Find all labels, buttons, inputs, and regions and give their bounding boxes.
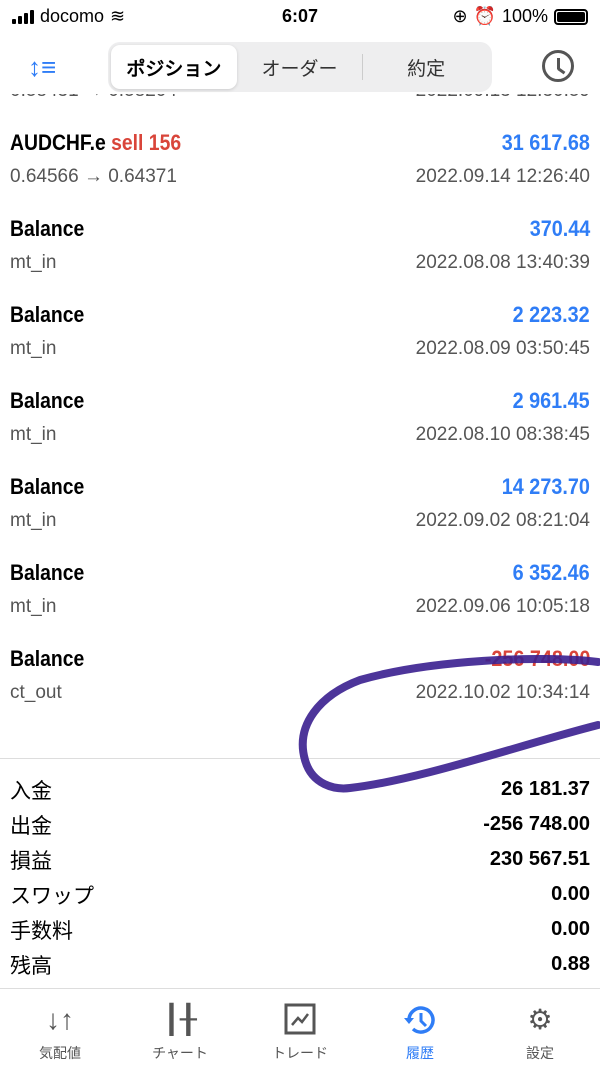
tab-chart[interactable]: ┃╂ チャート xyxy=(152,1004,208,1061)
history-icon xyxy=(403,1003,437,1037)
price-range: 0.64566 → 0.64371 xyxy=(10,166,177,187)
comment: mt_in xyxy=(10,424,57,445)
list-item[interactable]: Balance 14 273.70 mt_in 2022.09.02 08:21… xyxy=(0,472,600,558)
tab-positions[interactable]: ポジション xyxy=(111,45,237,89)
date: 2022.09.02 08:21:04 xyxy=(415,510,590,531)
symbol: AUDCHF.e sell 156 xyxy=(10,130,182,155)
comment: mt_in xyxy=(10,596,57,617)
alarm-icon: ⏰ xyxy=(473,6,496,26)
period-clock-icon[interactable] xyxy=(542,50,574,82)
symbol: Balance xyxy=(10,216,85,241)
price-range: 0.58431 → 0.58204 xyxy=(10,94,177,102)
list-item[interactable]: Balance 6 352.46 mt_in 2022.09.06 10:05:… xyxy=(0,558,600,644)
amount: 31 617.68 xyxy=(501,130,590,155)
clock-time: 6:07 xyxy=(281,6,319,26)
battery-icon xyxy=(554,8,588,25)
list-item[interactable]: Balance 370.44 mt_in 2022.08.08 13:40:39 xyxy=(0,214,600,300)
amount: 14 273.70 xyxy=(501,474,590,499)
date: 2022.10.02 10:34:14 xyxy=(415,682,590,703)
summary-swap: スワップ 0.00 xyxy=(10,883,590,908)
divider xyxy=(0,758,600,759)
amount: 2 961.45 xyxy=(512,388,590,413)
symbol: Balance xyxy=(10,560,85,585)
date: 2022.08.09 03:50:45 xyxy=(415,338,590,359)
summary-commission: 手数料 0.00 xyxy=(10,918,590,943)
tab-deals[interactable]: 約定 xyxy=(407,58,446,80)
divider xyxy=(362,54,364,80)
summary-deposit: 入金 26 181.37 xyxy=(10,778,590,803)
tab-trade[interactable]: トレード xyxy=(240,989,360,1067)
trade-chart-icon xyxy=(284,1003,316,1037)
candlestick-icon: ┃╂ xyxy=(163,1004,197,1035)
tab-orders[interactable]: オーダー xyxy=(261,58,338,80)
symbol: Balance xyxy=(10,302,85,327)
amount: 2 223.32 xyxy=(512,302,590,327)
amount: -256 748.00 xyxy=(484,646,590,671)
list-item[interactable]: AUDCHF.e sell 156 31 617.68 0.64566 → 0.… xyxy=(0,128,600,214)
comment: ct_out xyxy=(10,682,62,703)
segmented-control: ポジション オーダー 約定 xyxy=(108,42,492,92)
comment: mt_in xyxy=(10,252,57,273)
list-item[interactable]: 0.58431 → 0.58204 2022.09.13 12:30:59 xyxy=(0,94,600,128)
tab-history[interactable]: 履歴 xyxy=(360,989,480,1067)
status-bar: docomo ≋ 6:07 ⊕ ⏰ 100% xyxy=(0,0,600,36)
amount: 370.44 xyxy=(529,216,590,241)
quotes-arrows-icon: ↓↑ xyxy=(46,1004,74,1035)
summary: 入金 26 181.37 出金 -256 748.00 損益 230 567.51 ス… xyxy=(0,772,600,982)
date: 2022.09.13 12:30:59 xyxy=(416,94,590,102)
comment: mt_in xyxy=(10,338,57,359)
tab-quotes[interactable]: ↓↑ 気配値 xyxy=(39,1004,81,1061)
date: 2022.09.14 12:26:40 xyxy=(415,166,590,187)
list-item[interactable]: Balance 2 223.32 mt_in 2022.08.09 03:50:… xyxy=(0,300,600,386)
carrier: docomo xyxy=(40,6,105,26)
list-item[interactable]: Balance -256 748.00 ct_out 2022.10.02 10… xyxy=(0,644,600,730)
gear-icon: ⚙ xyxy=(527,1004,553,1035)
comment: mt_in xyxy=(10,510,57,531)
date: 2022.09.06 10:05:18 xyxy=(415,596,590,617)
signal-icon xyxy=(12,9,34,24)
trade-side: sell 156 xyxy=(111,130,182,155)
symbol: Balance xyxy=(10,646,85,671)
symbol: Balance xyxy=(10,388,85,413)
history-list[interactable]: 0.58431 → 0.58204 2022.09.13 12:30:59 AU… xyxy=(0,94,600,758)
battery-percent: 100% xyxy=(501,6,548,26)
symbol: Balance xyxy=(10,474,85,499)
date: 2022.08.10 08:38:45 xyxy=(415,424,590,445)
summary-profit: 損益 230 567.51 xyxy=(10,848,590,873)
rotation-lock-icon: ⊕ xyxy=(452,6,468,26)
summary-withdrawal: 出金 -256 748.00 xyxy=(10,813,590,838)
date: 2022.08.08 13:40:39 xyxy=(415,252,590,273)
tab-settings[interactable]: ⚙ 設定 xyxy=(526,1004,554,1061)
list-item[interactable]: Balance 2 961.45 mt_in 2022.08.10 08:38:… xyxy=(0,386,600,472)
summary-balance: 残高 0.88 xyxy=(10,953,590,978)
wifi-icon: ≋ xyxy=(110,6,126,26)
bottom-tab-bar: ↓↑ 気配値 ┃╂ チャート トレード 履歴 ⚙ 設定 xyxy=(0,988,600,1067)
toolbar: ↕≡ ポジション オーダー 約定 xyxy=(0,42,600,94)
amount: 6 352.46 xyxy=(512,560,590,585)
sort-icon[interactable]: ↕≡ xyxy=(28,52,57,82)
